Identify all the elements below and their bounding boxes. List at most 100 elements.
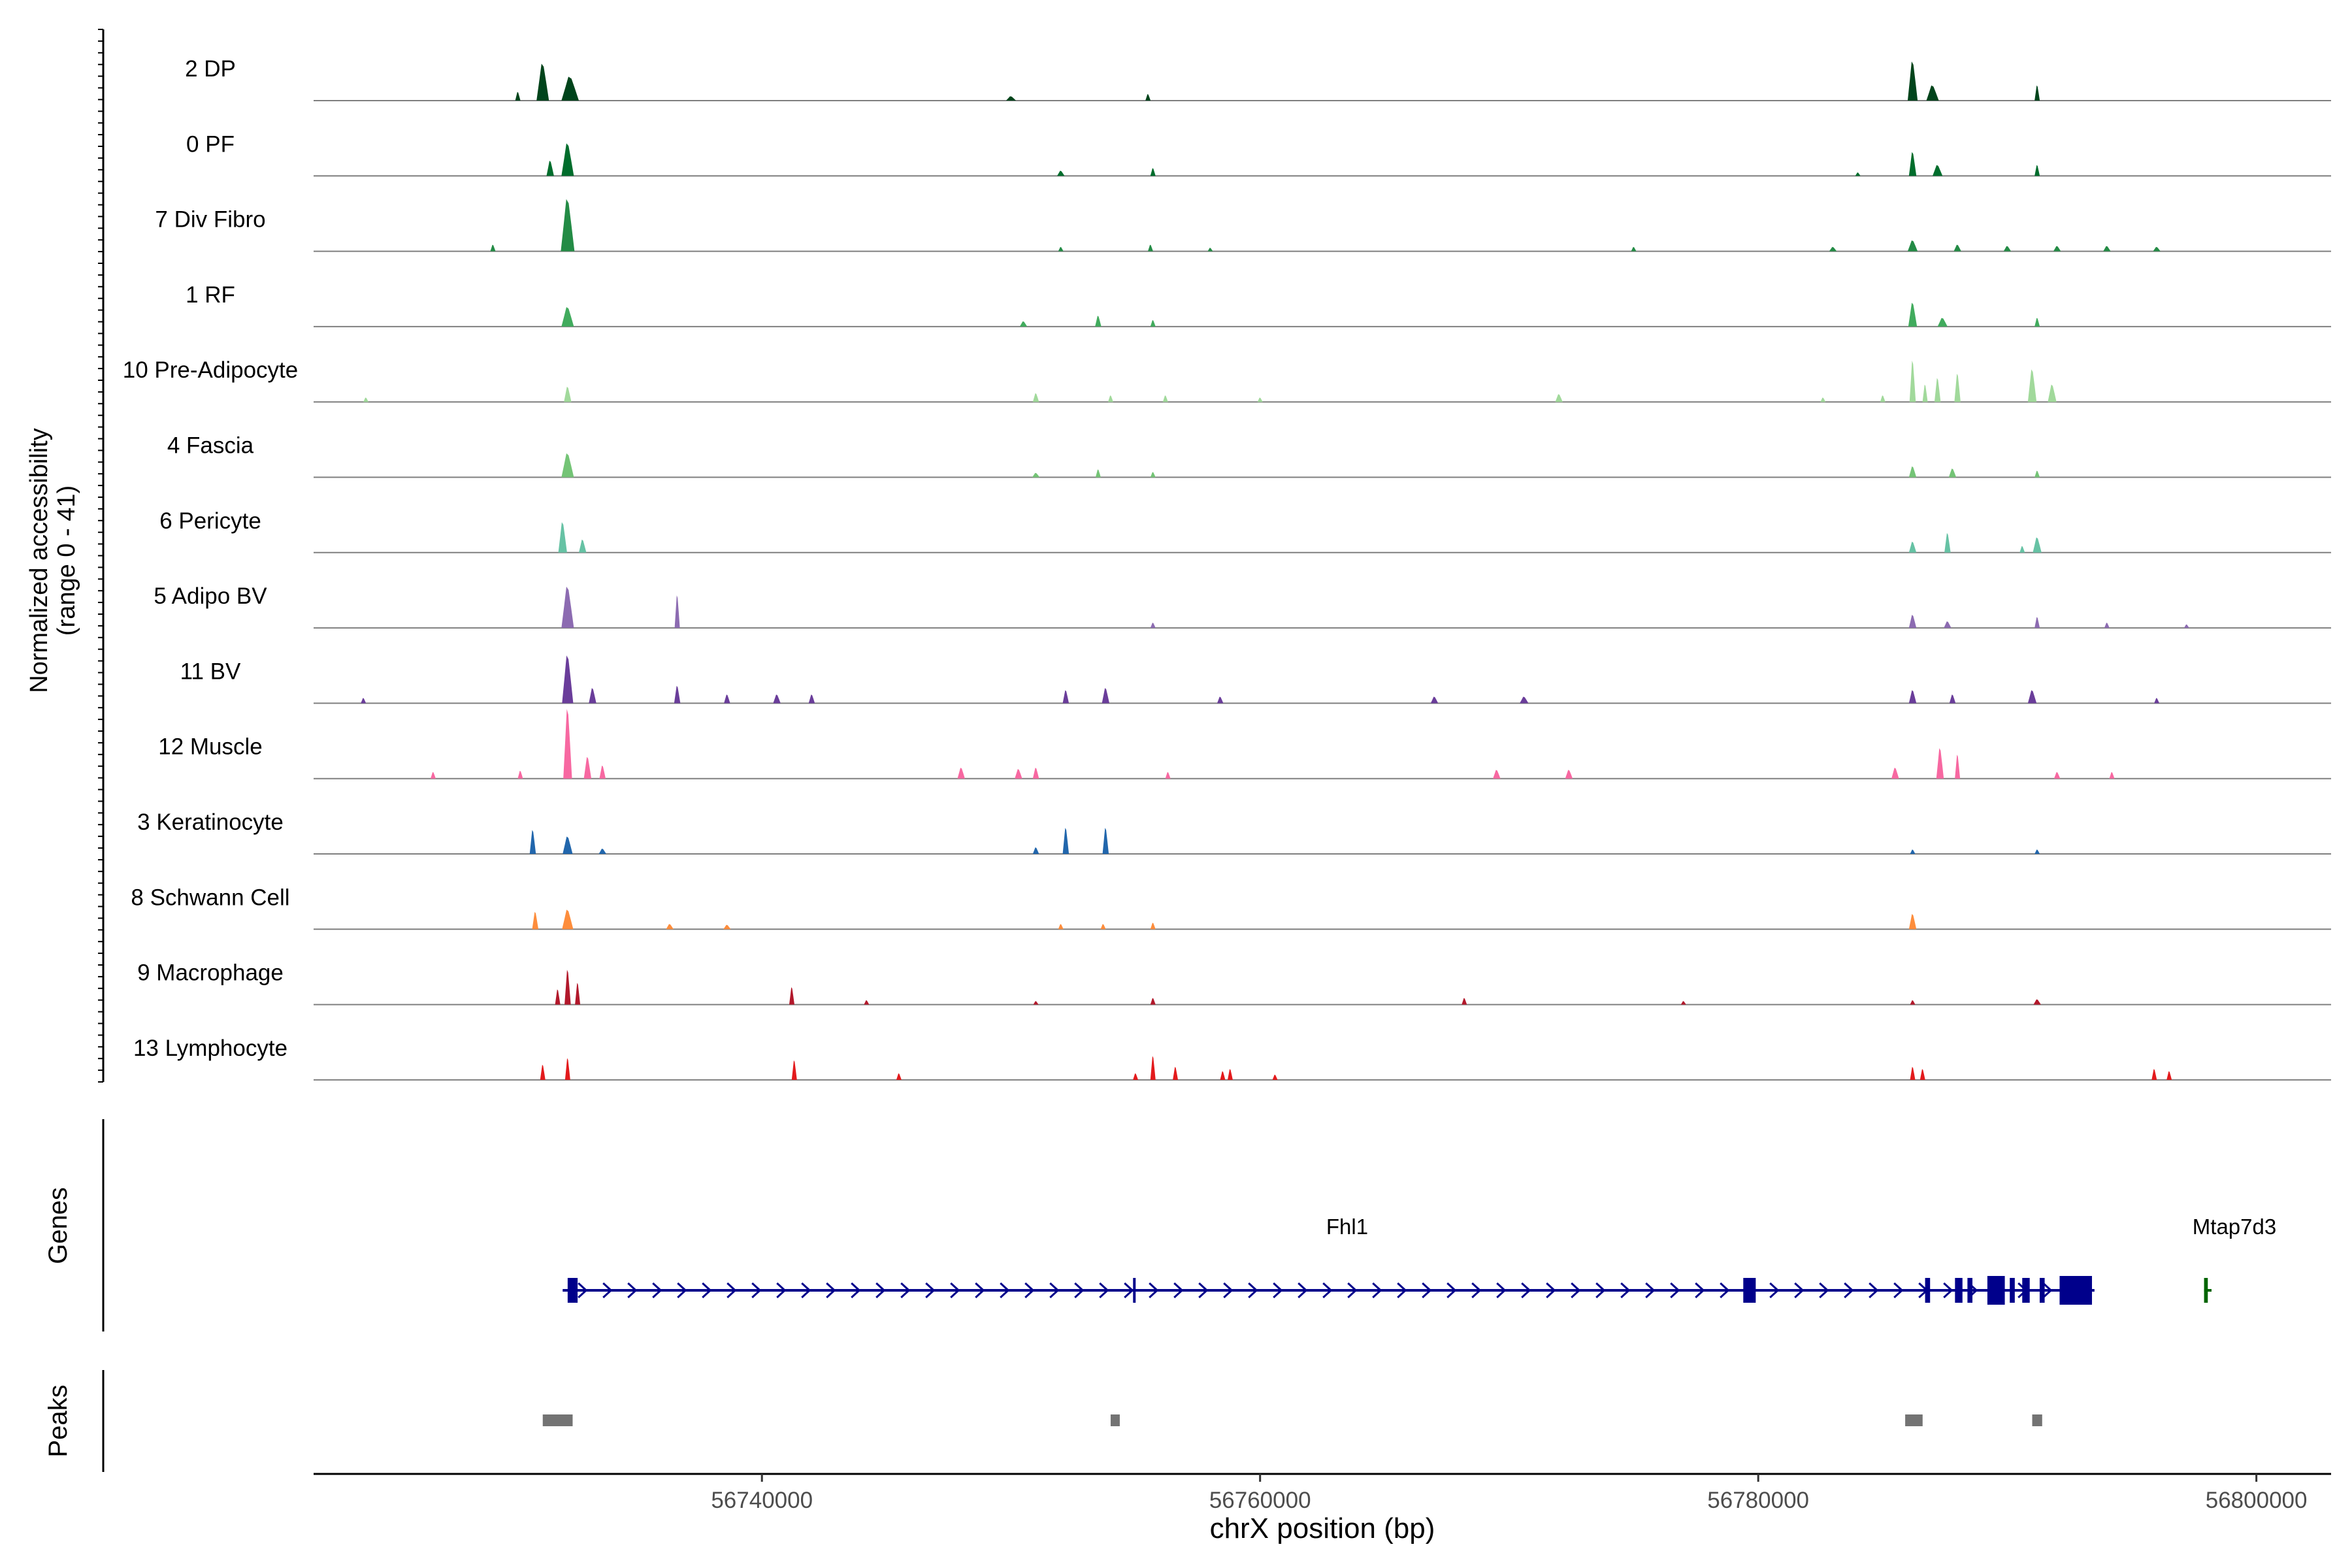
accessibility-peak <box>563 709 572 779</box>
accessibility-peak <box>1908 152 1917 176</box>
accessibility-peak <box>2104 623 2110 629</box>
accessibility-peak <box>1056 171 1065 176</box>
gene-exon <box>1987 1276 2005 1305</box>
accessibility-peak <box>2027 690 2037 704</box>
accessibility-peak <box>2034 318 2040 327</box>
track-label: 0 PF <box>186 131 235 157</box>
accessibility-peak <box>723 924 731 930</box>
strand-arrow <box>1819 1282 1829 1299</box>
track-label: 8 Schwann Cell <box>131 885 289 910</box>
strand-arrow <box>1471 1282 1482 1299</box>
accessibility-peak <box>1944 532 1951 553</box>
accessibility-peak <box>1910 849 1916 854</box>
strand-arrow <box>578 1282 588 1299</box>
accessibility-peak <box>896 1073 902 1080</box>
y-axis-title-line1: Normalized accessibility <box>25 428 53 693</box>
strand-arrow <box>1000 1282 1010 1299</box>
strand-arrow <box>1248 1282 1258 1299</box>
gene-name-label: Fhl1 <box>1326 1215 1368 1239</box>
strand-arrow <box>1595 1282 1606 1299</box>
track-4: 1 RF <box>186 282 2331 327</box>
accessibility-peak <box>575 983 581 1005</box>
accessibility-peak <box>1493 770 1501 779</box>
gene-exon <box>2204 1278 2208 1303</box>
accessibility-peak <box>808 694 815 704</box>
track-14: 13 Lymphocyte <box>133 1036 2331 1081</box>
accessibility-peak <box>1907 61 1918 101</box>
peaks-label: Peaks <box>44 1384 73 1457</box>
accessibility-peak <box>1631 246 1637 252</box>
accessibility-peak <box>532 911 539 930</box>
accessibility-peak <box>1058 924 1064 930</box>
accessibility-peak <box>1933 165 1943 176</box>
accessibility-peak <box>1520 696 1529 704</box>
x-axis-tick-label: 56780000 <box>1707 1488 1809 1513</box>
accessibility-peak <box>1948 468 1957 478</box>
accessibility-peak <box>674 685 681 704</box>
accessibility-peak <box>1150 168 1156 176</box>
accessibility-peak <box>1953 244 1961 252</box>
accessibility-peak <box>562 909 574 930</box>
accessibility-peak <box>1908 914 1917 930</box>
accessibility-peak <box>2053 772 2061 779</box>
accessibility-peak <box>2166 1071 2172 1080</box>
strand-arrow <box>1099 1282 1109 1299</box>
accessibility-peak <box>2019 546 2025 553</box>
accessibility-peak <box>724 694 730 704</box>
accessibility-peak <box>1555 394 1563 402</box>
track-11: 3 Keratinocyte <box>137 809 2331 855</box>
accessibility-peak <box>674 595 680 629</box>
track-3: 7 Div Fibro <box>155 199 2331 252</box>
strand-arrow <box>1124 1282 1134 1299</box>
gene-exon <box>2039 1278 2045 1303</box>
accessibility-peak <box>1908 542 1917 553</box>
accessibility-peak <box>1954 373 1961 402</box>
accessibility-peak <box>2034 165 2040 176</box>
accessibility-peak <box>1150 472 1156 478</box>
strand-arrow <box>677 1282 687 1299</box>
track-label: 9 Macrophage <box>137 960 284 986</box>
accessibility-peak <box>1680 1001 1686 1005</box>
accessibility-peak <box>2034 617 2040 629</box>
track-label: 6 Pericyte <box>159 508 261 534</box>
accessibility-peak <box>1820 397 1826 402</box>
accessibility-peak <box>1062 690 1070 704</box>
accessibility-peak <box>561 143 574 176</box>
strand-arrow <box>1074 1282 1085 1299</box>
accessibility-peak <box>1430 696 1439 704</box>
accessibility-peak <box>599 765 606 779</box>
accessibility-peak <box>1100 924 1106 930</box>
accessibility-peak <box>2027 369 2037 402</box>
strand-arrow <box>1149 1282 1159 1299</box>
accessibility-peak <box>1908 466 1917 478</box>
strand-arrow <box>1397 1282 1407 1299</box>
accessibility-peak <box>957 768 965 779</box>
peak-region <box>1110 1414 1120 1426</box>
track-label: 4 Fascia <box>167 433 254 459</box>
accessibility-peak <box>2003 246 2012 252</box>
gene-exon <box>2022 1278 2030 1303</box>
accessibility-peak <box>1907 240 1918 252</box>
accessibility-peak <box>789 987 794 1005</box>
gene-mtap7d3: Mtap7d3 <box>2193 1215 2276 1303</box>
gene-exon <box>1133 1278 1136 1303</box>
track-label: 1 RF <box>186 282 235 308</box>
accessibility-peak <box>1910 1000 1916 1005</box>
accessibility-peak <box>361 698 367 704</box>
strand-arrow <box>2042 1282 2053 1299</box>
accessibility-peak <box>564 970 571 1005</box>
track-label: 10 Pre-Adipocyte <box>123 357 298 383</box>
accessibility-peak <box>1095 469 1101 478</box>
accessibility-peak <box>2034 849 2040 854</box>
strand-arrow <box>826 1282 836 1299</box>
accessibility-peak <box>2033 999 2041 1005</box>
accessibility-peak <box>1220 1071 1226 1080</box>
accessibility-tracks: 2 DP 0 PF 7 Div Fibro 1 RF 10 Pre-Adipocyte 4… <box>123 56 2331 1081</box>
accessibility-peak <box>564 386 572 402</box>
strand-arrow <box>1720 1282 1730 1299</box>
accessibility-peak <box>1107 395 1113 402</box>
accessibility-peak <box>1207 248 1213 252</box>
accessibility-peak <box>1855 172 1861 176</box>
strand-arrow <box>702 1282 712 1299</box>
gene-exon <box>1955 1278 1963 1303</box>
